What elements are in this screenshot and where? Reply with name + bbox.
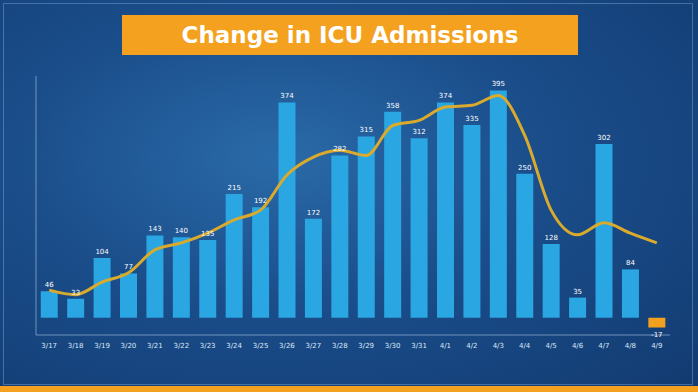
svg-text:-17: -17 — [651, 331, 662, 339]
svg-text:172: 172 — [307, 209, 320, 217]
svg-text:3/25: 3/25 — [253, 342, 269, 350]
svg-text:4/1: 4/1 — [440, 342, 451, 350]
svg-text:312: 312 — [412, 128, 425, 136]
svg-text:3/21: 3/21 — [147, 342, 163, 350]
svg-text:46: 46 — [45, 281, 54, 289]
svg-text:4/3: 4/3 — [493, 342, 504, 350]
svg-text:4/7: 4/7 — [598, 342, 609, 350]
svg-text:3/17: 3/17 — [41, 342, 57, 350]
svg-text:250: 250 — [518, 164, 531, 172]
svg-text:358: 358 — [386, 102, 399, 110]
svg-text:192: 192 — [254, 197, 267, 205]
svg-text:143: 143 — [148, 225, 161, 233]
svg-text:4/8: 4/8 — [625, 342, 636, 350]
svg-text:104: 104 — [95, 248, 109, 256]
svg-text:215: 215 — [227, 184, 240, 192]
svg-text:4/5: 4/5 — [545, 342, 556, 350]
svg-text:3/22: 3/22 — [173, 342, 189, 350]
svg-text:3/30: 3/30 — [385, 342, 401, 350]
svg-text:335: 335 — [465, 115, 478, 123]
svg-text:4/9: 4/9 — [651, 342, 662, 350]
svg-text:35: 35 — [573, 288, 582, 296]
svg-text:128: 128 — [544, 234, 557, 242]
svg-text:3/20: 3/20 — [121, 342, 137, 350]
svg-text:3/24: 3/24 — [226, 342, 242, 350]
svg-text:4/2: 4/2 — [466, 342, 477, 350]
svg-text:395: 395 — [492, 80, 505, 88]
svg-text:3/26: 3/26 — [279, 342, 295, 350]
svg-text:140: 140 — [175, 227, 188, 235]
svg-text:3/31: 3/31 — [411, 342, 427, 350]
svg-text:302: 302 — [597, 134, 610, 142]
svg-text:4/4: 4/4 — [519, 342, 531, 350]
html-text:Change in ICU Admissions: Change in ICU Admissions — [181, 22, 519, 48]
svg-text:3/27: 3/27 — [306, 342, 322, 350]
svg-text:4/6: 4/6 — [572, 342, 584, 350]
svg-text:3/23: 3/23 — [200, 342, 216, 350]
svg-text:3/19: 3/19 — [94, 342, 110, 350]
svg-text:282: 282 — [333, 145, 346, 153]
svg-text:33: 33 — [71, 289, 80, 297]
svg-text:315: 315 — [360, 126, 373, 134]
svg-text:3/29: 3/29 — [358, 342, 374, 350]
svg-text:84: 84 — [626, 259, 635, 267]
svg-text:77: 77 — [124, 263, 133, 271]
svg-text:374: 374 — [439, 92, 453, 100]
svg-text:374: 374 — [280, 92, 294, 100]
svg-text:135: 135 — [201, 230, 214, 238]
svg-text:3/18: 3/18 — [68, 342, 84, 350]
svg-text:3/28: 3/28 — [332, 342, 348, 350]
